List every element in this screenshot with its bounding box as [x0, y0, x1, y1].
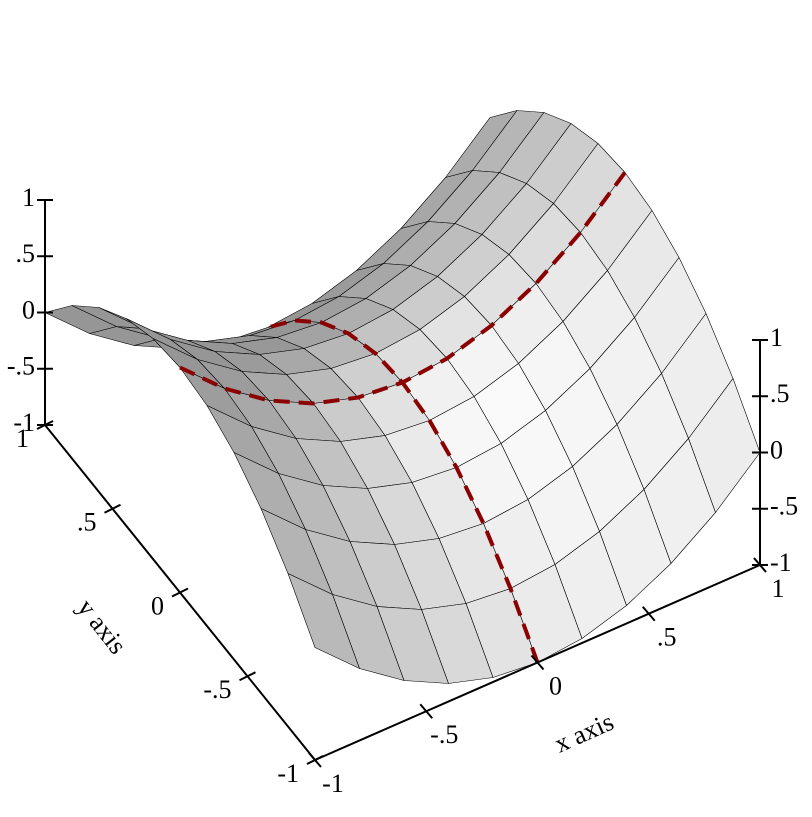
x-tick	[419, 703, 434, 719]
x-tick-label: 1	[772, 574, 785, 603]
y-tick-label: -.5	[203, 675, 231, 704]
x-axis-label: x axis	[550, 707, 618, 758]
z-tick-label: -.5	[7, 352, 35, 381]
z-tick-label: 0	[770, 435, 783, 464]
x-tick	[641, 606, 656, 622]
y-tick-label: -1	[277, 759, 299, 788]
dashed-line	[179, 171, 627, 406]
z-tick-label: -.5	[770, 492, 798, 521]
x-tick-label: .5	[657, 623, 677, 652]
z-tick-label: -1	[13, 408, 35, 437]
y-tick	[239, 671, 256, 682]
y-tick-label: .5	[77, 508, 97, 537]
x-tick	[530, 654, 545, 671]
z-tick-label: -1	[770, 548, 792, 577]
z-tick-label: 0	[22, 295, 35, 324]
y-tick-label: 1	[16, 424, 29, 453]
x-tick-label: -.5	[430, 720, 458, 749]
y-tick	[171, 587, 189, 598]
y-tick-label: 0	[151, 591, 164, 620]
z-tick-label: .5	[770, 379, 790, 408]
y-axis-label: y axis	[72, 593, 133, 659]
x-tick-label: -1	[322, 769, 344, 798]
y-tick	[306, 755, 324, 765]
z-tick-label: 1	[770, 323, 783, 352]
x-tick-label: 0	[549, 671, 562, 700]
surface-patch	[287, 573, 360, 669]
y-tick	[104, 503, 121, 514]
z-tick-label: .5	[16, 239, 36, 268]
z-tick-label: 1	[22, 183, 35, 212]
